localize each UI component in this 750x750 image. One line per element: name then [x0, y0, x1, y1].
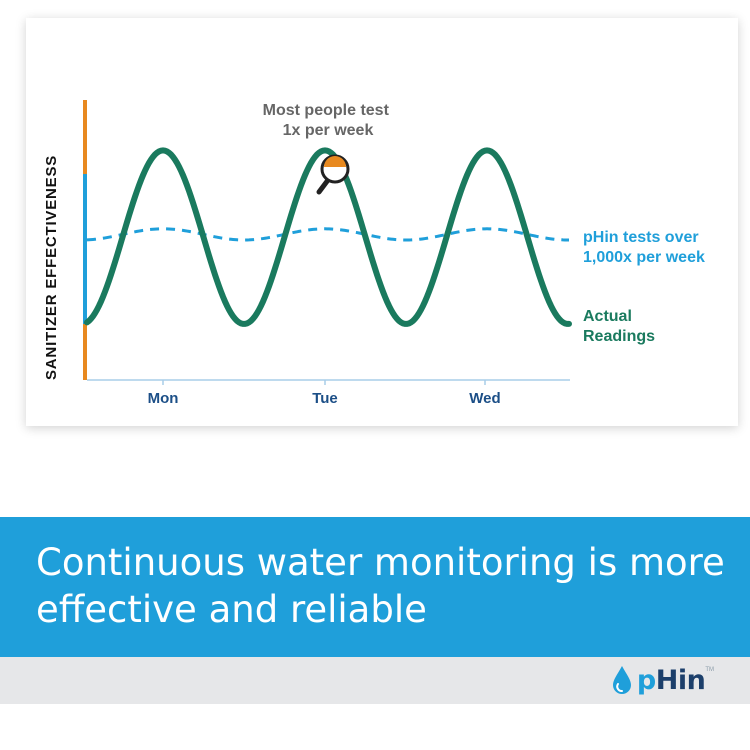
annotation-line-2: 1x per week: [283, 122, 374, 139]
footer-bar: pHin TM: [0, 657, 750, 704]
actual-readings-series: [84, 147, 572, 327]
annotation-line-1: Most people test: [263, 102, 390, 119]
y-band-ideal: [83, 174, 87, 324]
chart-card: SANITIZER EFFECTIVENESS Mon Tue Wed Most…: [26, 18, 738, 426]
y-band-low: [83, 324, 87, 380]
magnifier-icon: [316, 154, 350, 195]
chart-svg: SANITIZER EFFECTIVENESS Mon Tue Wed Most…: [43, 100, 705, 407]
x-tick-label-wed: Wed: [469, 390, 500, 407]
y-band-high: [83, 100, 87, 174]
trademark-mark: TM: [705, 667, 714, 673]
x-tick-label-tue: Tue: [312, 390, 338, 407]
pHin-readings-series: [86, 227, 569, 242]
annotation-label: Most people test 1x per week: [263, 102, 394, 139]
water-drop-icon: [612, 666, 631, 694]
y-axis-label: SANITIZER EFFECTIVENESS: [43, 155, 60, 380]
headline-text: Continuous water monitoring is more effe…: [36, 541, 725, 631]
brand-wordmark: pHin: [636, 664, 706, 696]
legend-pHin: pHin tests over 1,000x per week: [583, 229, 705, 266]
headline-banner: Continuous water monitoring is more effe…: [0, 517, 750, 657]
x-tick-label-mon: Mon: [148, 390, 179, 407]
phin-logo: pHin TM: [611, 664, 714, 696]
legend-actual: Actual Readings: [583, 308, 655, 345]
